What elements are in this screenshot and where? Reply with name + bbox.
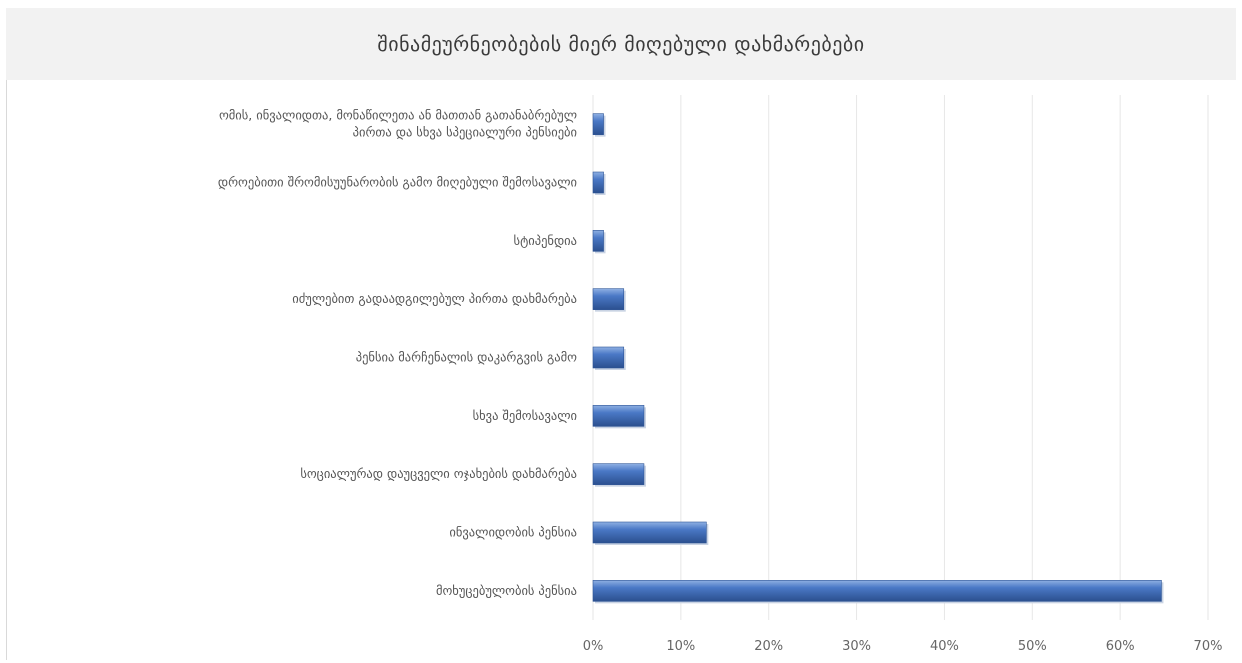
category-label: ომის, ინვალიდთა, მონაწილეთა ან მათთან გა… (219, 108, 577, 123)
category-label: დროებითი შრომისუუნარობის გამო მიღებული შ… (218, 175, 577, 190)
title-band: შინამეურნეობების მიერ მიღებული დახმარებე… (6, 8, 1236, 80)
category-label: იძულებით გადაადგილებულ პირთა დახმარება (292, 291, 577, 306)
category-label: მოხუცებულობის პენსია (436, 583, 577, 598)
category-label: პენსია მარჩენალის დაკარგვის გამო (356, 350, 577, 365)
bar (592, 230, 604, 252)
bar (592, 580, 1162, 602)
category-label: სტიპენდია (514, 233, 577, 248)
x-tick-label: 40% (930, 639, 959, 654)
bar (592, 521, 707, 544)
category-label: სოციალურად დაუცველი ოჯახების დახმარება (300, 466, 577, 481)
bar (592, 113, 604, 135)
x-tick-label: 10% (666, 639, 695, 654)
category-label: პირთა და სხვა სპეციალური პენსიები (353, 125, 577, 140)
chart-title: შინამეურნეობების მიერ მიღებული დახმარებე… (377, 32, 865, 56)
x-tick-label: 0% (583, 639, 604, 654)
gridlines (592, 95, 1209, 620)
bars (592, 113, 1164, 604)
bar (592, 171, 604, 194)
bar (592, 288, 625, 310)
bar (592, 346, 625, 369)
x-tick-label: 70% (1194, 639, 1223, 654)
category-label: ინვალიდობის პენსია (449, 525, 577, 540)
x-tick-label: 20% (754, 639, 783, 654)
bar (592, 463, 645, 485)
chart-border (6, 80, 7, 660)
x-tick-label: 30% (842, 639, 871, 654)
x-tick-label: 50% (1018, 639, 1047, 654)
category-labels: ომის, ინვალიდთა, მონაწილეთა ან მათთან გა… (218, 108, 577, 598)
x-axis-ticks: 0% 10% 20% 30% 40% 50% 60% 70% (583, 639, 1223, 654)
category-label: სხვა შემოსავალი (473, 408, 577, 423)
x-tick-label: 60% (1106, 639, 1135, 654)
bar (592, 405, 645, 427)
